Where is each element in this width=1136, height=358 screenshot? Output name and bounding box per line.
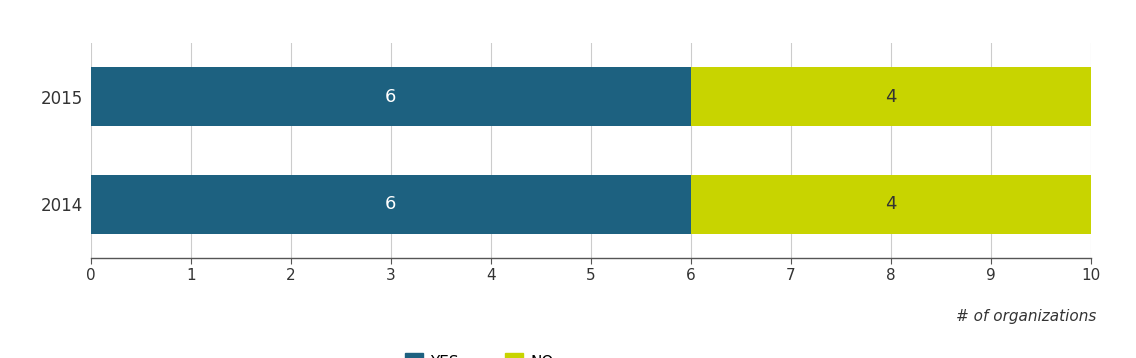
Text: 6: 6 (385, 88, 396, 106)
Bar (691, 174, 1091, 233)
Bar (91, 174, 691, 233)
Legend: YES, NO: YES, NO (399, 347, 560, 358)
Bar (691, 67, 1091, 126)
Text: # of organizations: # of organizations (955, 309, 1096, 324)
Bar (91, 67, 691, 126)
Text: 4: 4 (885, 88, 896, 106)
Text: 6: 6 (385, 195, 396, 213)
Text: 4: 4 (885, 195, 896, 213)
